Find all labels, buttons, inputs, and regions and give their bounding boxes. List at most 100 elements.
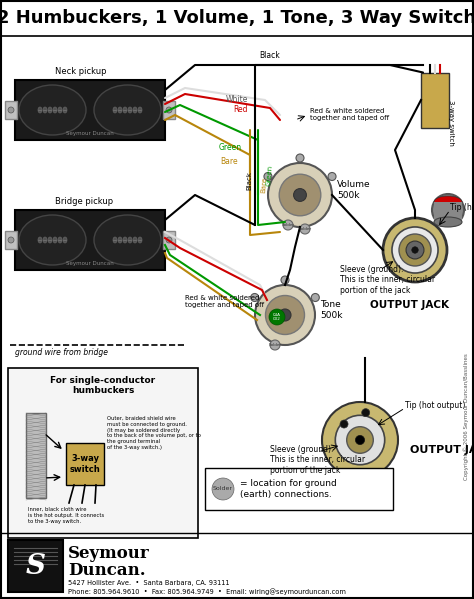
Text: Seymour: Seymour [68, 545, 150, 562]
Text: White: White [226, 95, 248, 104]
Bar [5, 101, 17, 119]
Ellipse shape [133, 107, 137, 113]
Circle shape [268, 163, 332, 227]
Text: Bare: Bare [260, 177, 267, 193]
Bar [5, 231, 17, 249]
Text: Volume
500k: Volume 500k [337, 180, 371, 199]
Circle shape [166, 237, 172, 243]
Text: 2 Humbuckers, 1 Volume, 1 Tone, 3 Way Switch: 2 Humbuckers, 1 Volume, 1 Tone, 3 Way Sw… [0, 9, 474, 27]
Text: Black: Black [246, 171, 252, 189]
Circle shape [269, 309, 285, 325]
Circle shape [8, 107, 14, 113]
Ellipse shape [113, 237, 117, 243]
Circle shape [255, 285, 315, 345]
Circle shape [166, 107, 172, 113]
Circle shape [412, 247, 418, 253]
Bar [66, 443, 104, 485]
Text: Red: Red [234, 105, 248, 114]
Bar [421, 72, 449, 128]
Ellipse shape [138, 237, 142, 243]
Ellipse shape [43, 237, 47, 243]
Text: Black: Black [260, 51, 281, 60]
Text: Bare: Bare [220, 158, 238, 167]
Ellipse shape [128, 107, 132, 113]
Circle shape [270, 340, 280, 350]
Bar [163, 231, 175, 249]
Bar [26, 413, 46, 498]
Ellipse shape [63, 237, 67, 243]
Circle shape [212, 478, 234, 500]
Ellipse shape [113, 107, 117, 113]
Circle shape [279, 174, 321, 216]
Ellipse shape [53, 237, 57, 243]
Circle shape [432, 194, 464, 226]
Text: Neck pickup: Neck pickup [55, 67, 107, 76]
Ellipse shape [123, 237, 127, 243]
Ellipse shape [94, 85, 161, 135]
Ellipse shape [38, 237, 42, 243]
Text: Tip (hot output): Tip (hot output) [405, 401, 465, 410]
Text: 04A
002: 04A 002 [273, 313, 281, 321]
Ellipse shape [19, 85, 86, 135]
Text: OUTPUT JACK: OUTPUT JACK [410, 445, 474, 455]
Bar [15, 80, 165, 140]
Ellipse shape [53, 107, 57, 113]
Text: Solder: Solder [213, 486, 233, 492]
Text: Bridge pickup: Bridge pickup [55, 197, 113, 206]
Text: 3-way switch: 3-way switch [448, 100, 454, 146]
Bar [8, 540, 63, 592]
Text: Sleeve (ground).
This is the inner, circular
portion of the jack: Sleeve (ground). This is the inner, circ… [270, 445, 365, 475]
Bar [163, 101, 175, 119]
Ellipse shape [118, 237, 122, 243]
Circle shape [311, 294, 319, 301]
Ellipse shape [43, 107, 47, 113]
Ellipse shape [58, 237, 62, 243]
Ellipse shape [94, 215, 161, 265]
Ellipse shape [434, 217, 462, 227]
Ellipse shape [48, 237, 52, 243]
Text: S: S [26, 552, 46, 579]
Ellipse shape [138, 107, 142, 113]
Text: Tone
500k: Tone 500k [320, 300, 343, 320]
Ellipse shape [58, 107, 62, 113]
Text: Solder: Solder [268, 343, 282, 347]
Text: Red & white soldered
together and taped off: Red & white soldered together and taped … [310, 108, 389, 121]
Circle shape [8, 237, 14, 243]
Text: Solder: Solder [299, 227, 311, 231]
Circle shape [340, 420, 348, 428]
Circle shape [406, 241, 424, 259]
Ellipse shape [133, 237, 137, 243]
Text: = location for ground
(earth) connections.: = location for ground (earth) connection… [240, 479, 337, 499]
Text: Inner, black cloth wire
is the hot output. It connects
to the 3-way switch.: Inner, black cloth wire is the hot outpu… [28, 507, 104, 524]
Circle shape [383, 218, 447, 282]
Circle shape [300, 224, 310, 234]
Text: Duncan.: Duncan. [68, 562, 146, 579]
Text: Red & white soldered
together and taped off: Red & white soldered together and taped … [185, 295, 264, 308]
Text: ground wire from bridge: ground wire from bridge [15, 348, 108, 357]
Text: OUTPUT JACK: OUTPUT JACK [371, 300, 449, 310]
Circle shape [328, 173, 336, 180]
Text: 3-way
switch: 3-way switch [70, 454, 100, 474]
Text: Seymour Duncan: Seymour Duncan [66, 261, 114, 265]
Circle shape [392, 227, 438, 273]
Ellipse shape [123, 107, 127, 113]
Text: Solder: Solder [282, 223, 294, 227]
Text: Copyright © 2006 Seymour Duncan/Basslines: Copyright © 2006 Seymour Duncan/Bassline… [464, 353, 469, 480]
Circle shape [281, 276, 289, 284]
Ellipse shape [19, 215, 86, 265]
Text: Phone: 805.964.9610  •  Fax: 805.964.9749  •  Email: wiring@seymourduncan.com: Phone: 805.964.9610 • Fax: 805.964.9749 … [68, 588, 346, 595]
Circle shape [346, 426, 374, 453]
Circle shape [264, 173, 272, 180]
Circle shape [335, 415, 385, 465]
Bar [205, 468, 393, 510]
Ellipse shape [434, 196, 462, 208]
Ellipse shape [48, 107, 52, 113]
Bar [434, 202, 462, 222]
Circle shape [251, 294, 259, 301]
Text: Seymour Duncan: Seymour Duncan [66, 131, 114, 135]
Text: Outer, braided shield wire
must be connected to ground.
(It may be soldered dire: Outer, braided shield wire must be conne… [107, 416, 201, 450]
Ellipse shape [63, 107, 67, 113]
Text: Sleeve (ground).
This is the inner, circular
portion of the jack: Sleeve (ground). This is the inner, circ… [340, 265, 435, 295]
Circle shape [399, 234, 431, 266]
Text: For single-conductor
humbuckers: For single-conductor humbuckers [50, 376, 155, 395]
